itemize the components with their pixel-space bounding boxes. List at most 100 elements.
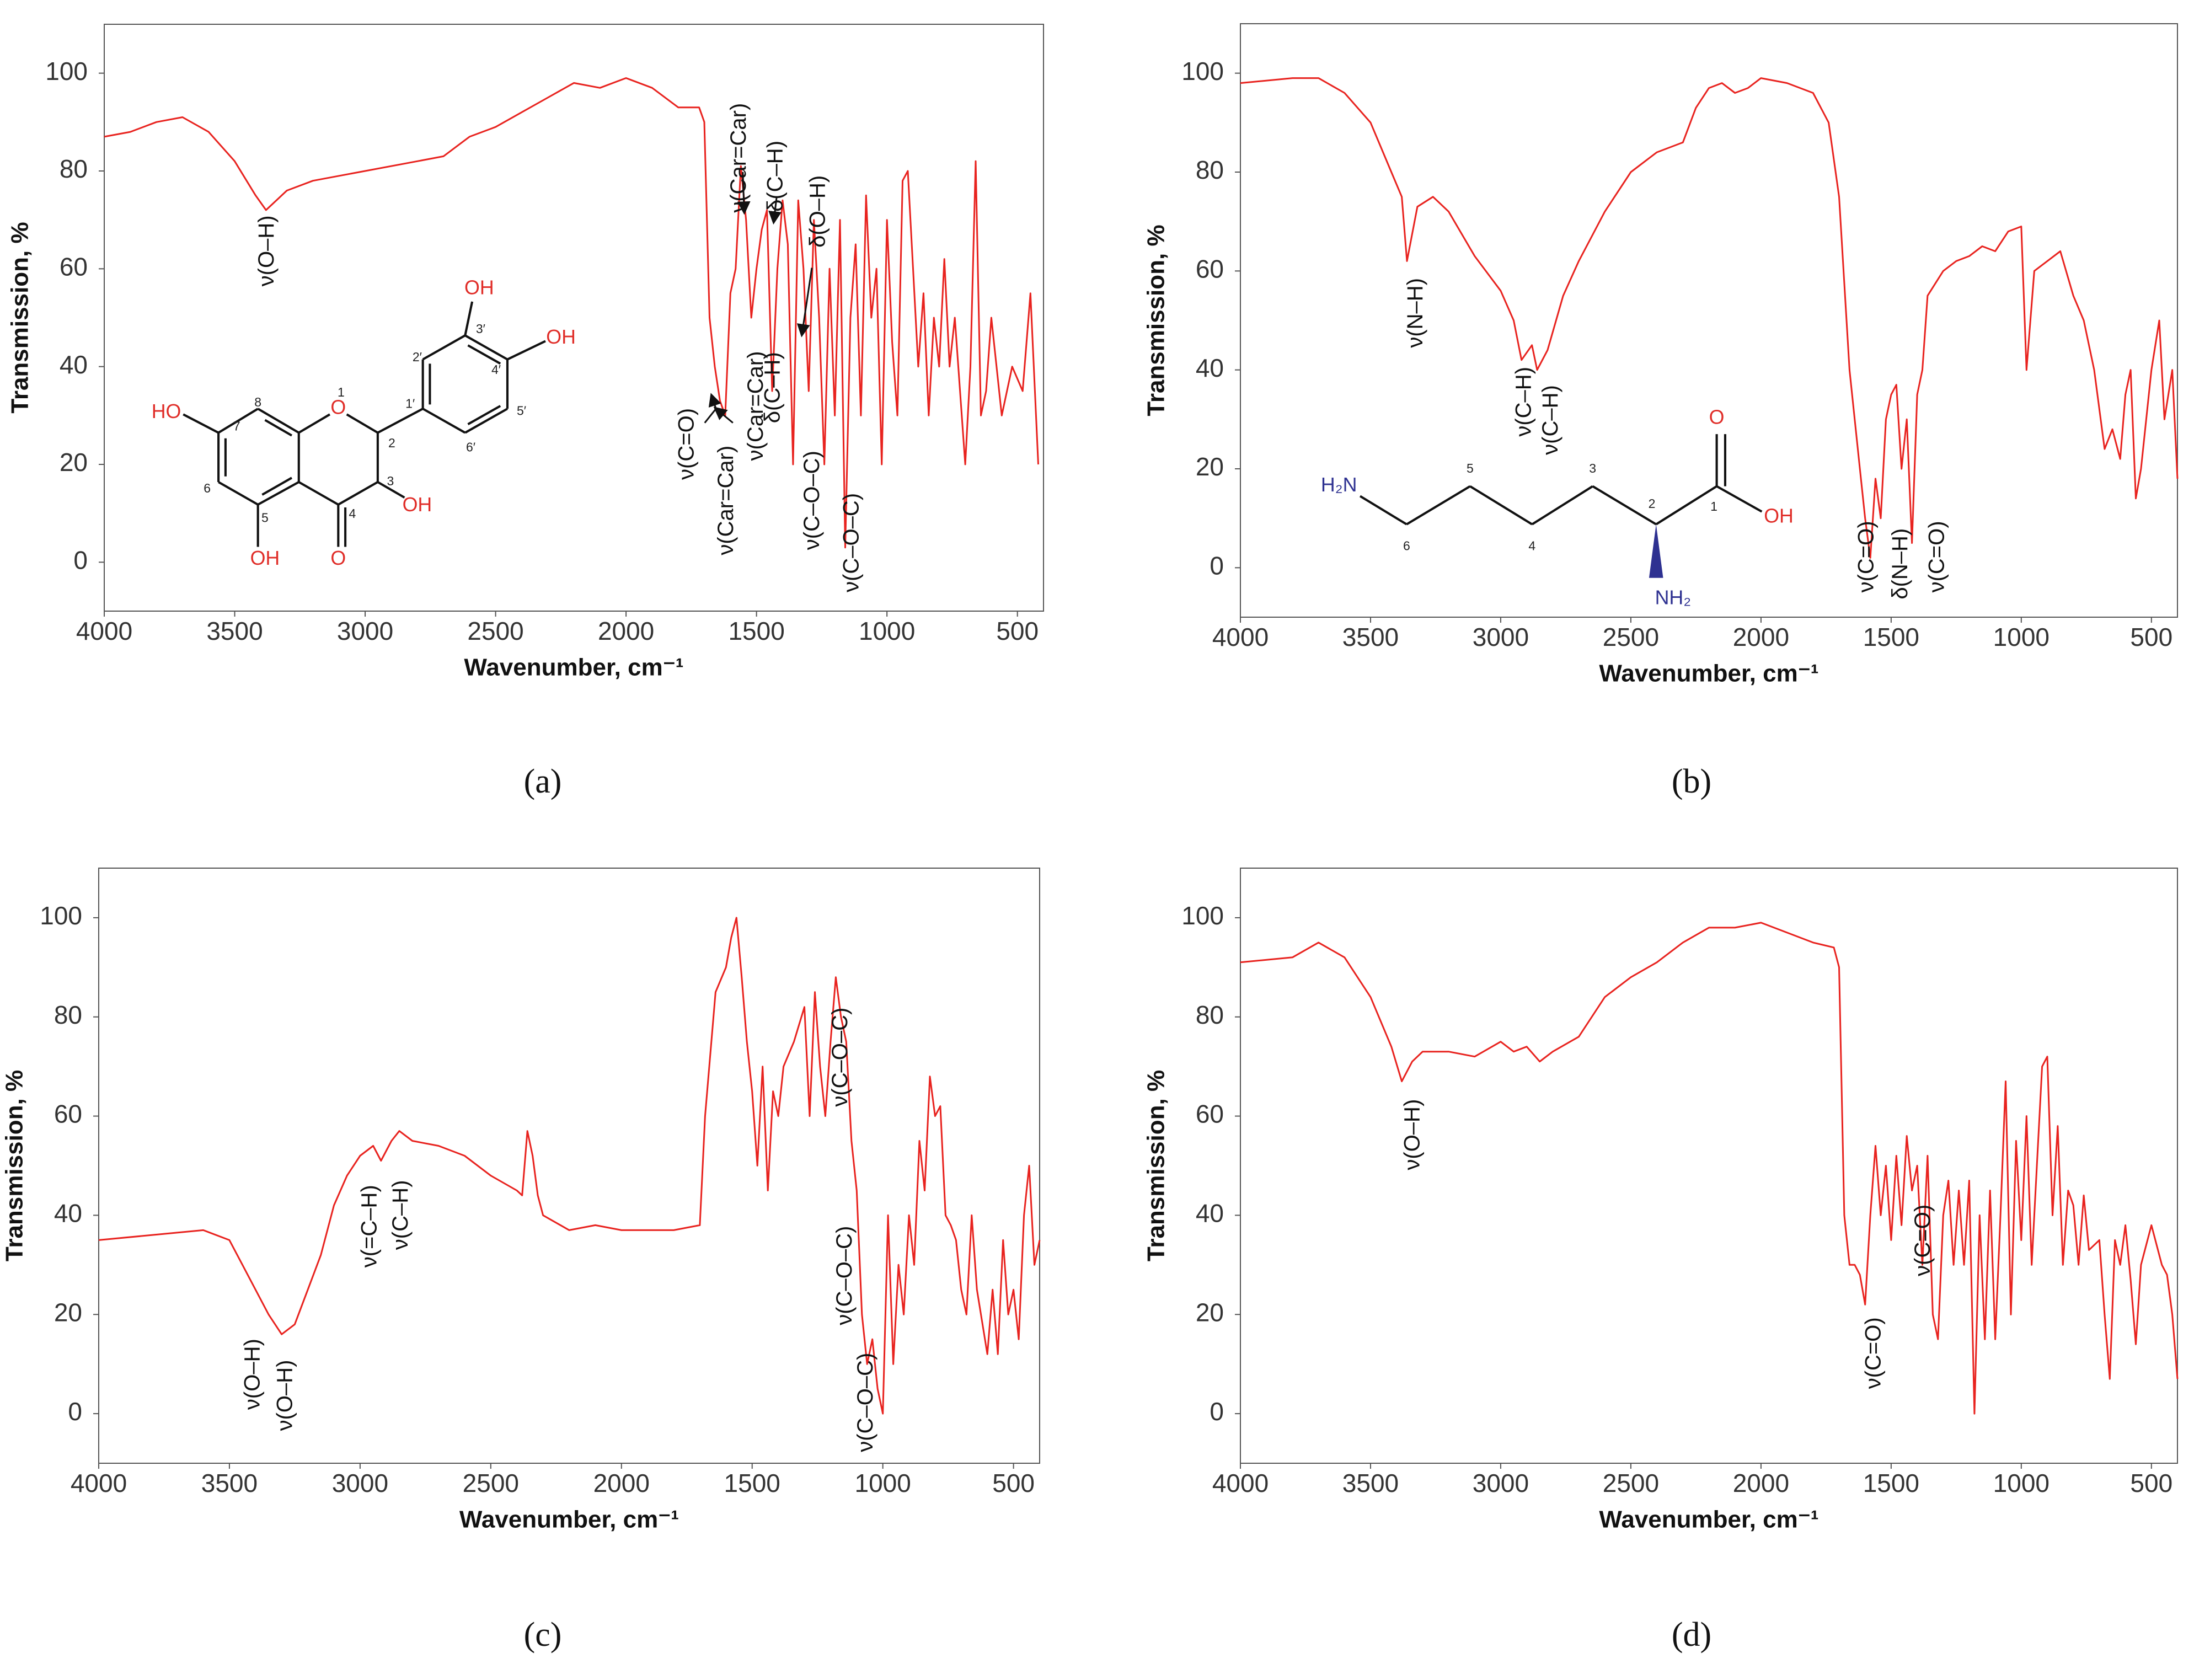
panel: 4000 3500 3000 2500 2000 1500 1000 500 0 20 40 60 80… [1143, 23, 2179, 800]
x-tick-label: 1000 [1993, 1469, 2050, 1497]
panel-label: (d) [1672, 1616, 1711, 1654]
spectrum-line [1240, 922, 2179, 1415]
annotation: δ(C–H) [763, 141, 788, 212]
annotation: ν(Car=Car) [726, 103, 751, 213]
x-tick-label: 500 [996, 617, 1039, 645]
x-tick-label: 3000 [332, 1469, 388, 1497]
x-tick-label: 3500 [206, 617, 263, 645]
y-tick-label: 80 [1196, 1000, 1224, 1029]
plot-frame [1240, 23, 2178, 618]
y-tick-label: 100 [40, 901, 82, 930]
plot-frame [104, 24, 1044, 612]
panel-label: (b) [1672, 763, 1711, 800]
annotation: ν(C=O) [1854, 521, 1879, 592]
x-tick-label: 3500 [1342, 623, 1399, 651]
y-axis-title: Transmission, % [1, 1070, 28, 1261]
atom-number: 5 [261, 511, 269, 525]
x-tick-label: 2500 [1603, 1469, 1659, 1497]
bond [467, 344, 501, 365]
annotation: ν(C–H) [1512, 367, 1536, 437]
bond [422, 334, 466, 361]
atom-number: 1 [338, 385, 345, 399]
bond [218, 481, 259, 506]
atom-label: O [1709, 406, 1725, 428]
atom-number: 6 [1403, 539, 1410, 553]
y-tick-label: 60 [60, 252, 88, 281]
bond [261, 477, 293, 496]
bond [257, 481, 299, 506]
x-tick-label: 4000 [1212, 1469, 1269, 1497]
atom-number: 6 [204, 481, 211, 495]
wedge-bond [1649, 524, 1663, 578]
annotation: ν(O–H) [254, 215, 279, 286]
annotation: ν(O–H) [240, 1339, 265, 1410]
bond [1359, 495, 1408, 526]
x-tick-label: 1000 [1993, 623, 2050, 651]
x-tick-label: 1500 [1863, 623, 1919, 651]
atom-label: O [330, 547, 346, 569]
x-axis-title: Wavenumber, cm⁻¹ [464, 654, 683, 681]
spectrum-line [1240, 77, 2179, 559]
atom-number: 3 [387, 474, 394, 488]
y-tick-label: 100 [45, 57, 88, 85]
y-tick-label: 60 [1196, 254, 1224, 283]
bond [298, 481, 339, 506]
atom-label: OH [250, 547, 280, 569]
atom-label: OH [464, 276, 494, 298]
x-tick-label: 500 [992, 1469, 1035, 1497]
atom-number: 1′ [405, 397, 415, 411]
x-tick-label: 2000 [1733, 1469, 1789, 1497]
x-tick-label: 1500 [728, 617, 784, 645]
annotation: δ(O–H) [805, 175, 830, 248]
atom-label: OH [1764, 505, 1794, 527]
atom-number: 2 [388, 436, 395, 450]
arrow [737, 172, 751, 215]
annotation: ν(=C–H) [357, 1185, 382, 1267]
x-axis-title: Wavenumber, cm⁻¹ [1599, 660, 1818, 687]
y-tick-label: 80 [54, 1000, 82, 1029]
atom-number: 4 [349, 506, 356, 521]
arrow [796, 267, 813, 338]
x-tick-label: 2500 [467, 617, 523, 645]
annotation: ν(C–O–C) [800, 451, 824, 550]
atom-number: 5 [1467, 461, 1474, 475]
annotation: ν(Car=Car) [714, 446, 738, 555]
y-tick-label: 40 [60, 350, 88, 379]
arrow [713, 406, 734, 424]
arrow [704, 393, 721, 424]
panel-label: (c) [524, 1616, 562, 1654]
bond [346, 413, 378, 434]
annotation: ν(C–O–C) [839, 493, 864, 592]
bond [1406, 485, 1471, 526]
atom-number: 1 [1710, 499, 1717, 513]
annotation: ν(C–O–C) [853, 1353, 877, 1452]
panel-label: (a) [524, 763, 562, 800]
x-tick-label: 1500 [1863, 1469, 1919, 1497]
y-axis-title: Transmission, % [7, 222, 34, 413]
arrow [768, 197, 782, 225]
atom-number: 4 [1528, 539, 1535, 553]
atom-label: HO [152, 400, 181, 422]
annotation: ν(C–H) [1538, 385, 1562, 455]
y-tick-label: 40 [54, 1199, 82, 1228]
y-tick-label: 0 [1210, 551, 1224, 580]
y-tick-label: 20 [1196, 452, 1224, 481]
bond [464, 334, 508, 361]
x-axis-title: Wavenumber, cm⁻¹ [1599, 1506, 1818, 1533]
bond [467, 405, 501, 425]
y-tick-label: 40 [1196, 1199, 1224, 1228]
annotation: δ(N–H) [1888, 528, 1912, 600]
annotation: ν(O–H) [1400, 1099, 1425, 1170]
x-tick-label: 4000 [71, 1469, 127, 1497]
atom-label: OH [403, 494, 432, 516]
x-tick-label: 4000 [76, 617, 132, 645]
y-tick-label: 60 [1196, 1100, 1224, 1128]
annotation: ν(O–H) [272, 1360, 297, 1431]
annotation: ν(C–H) [388, 1180, 413, 1250]
bond [377, 481, 405, 499]
plot-frame [1240, 868, 2178, 1464]
x-tick-label: 1000 [859, 617, 915, 645]
bond [422, 408, 466, 434]
y-tick-label: 100 [1181, 57, 1224, 85]
